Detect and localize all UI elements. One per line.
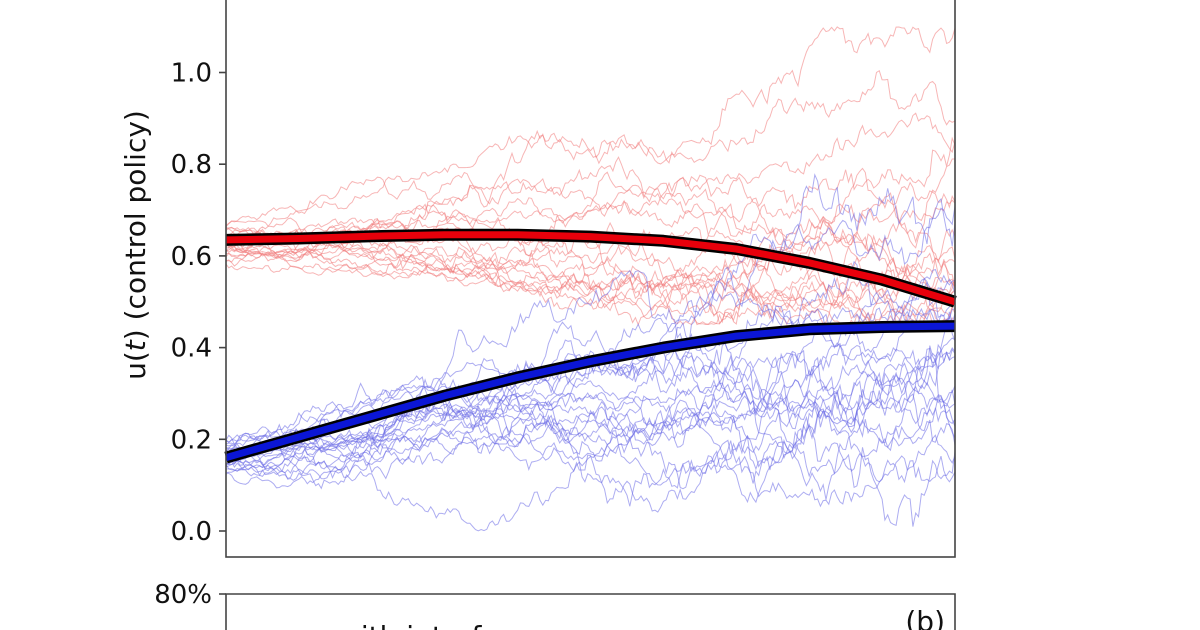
sample-path (225, 26, 956, 252)
sample-path (225, 236, 956, 326)
y-tick-label: 0.2 (171, 425, 212, 455)
sample-path (225, 246, 956, 325)
y-axis: 0.0 0.2 0.4 0.6 0.8 1.0 (171, 59, 226, 547)
sample-path (225, 394, 956, 532)
plot-frame (225, 0, 956, 558)
y-tick-label: 0.0 (171, 517, 212, 547)
panel-b-tag: (b) (905, 605, 945, 630)
sample-path (225, 348, 956, 490)
sample-path (225, 174, 956, 259)
panel-b-tick-label-80: 80% (154, 580, 212, 610)
red-sample-paths (225, 26, 956, 326)
sample-path (225, 69, 956, 228)
sample-path (225, 343, 956, 460)
sample-path (225, 378, 956, 527)
sample-path (225, 347, 956, 451)
y-tick-label: 0.4 (171, 334, 212, 364)
panel-b: 80% with interference (b) (154, 580, 956, 630)
blue-sample-paths (225, 173, 956, 532)
y-axis-label-prefix: u( (119, 351, 152, 380)
sample-path (225, 395, 956, 508)
y-axis-label-var: t (119, 339, 152, 351)
blue-mean-line (225, 322, 956, 461)
sample-path (225, 222, 956, 326)
y-tick-label: 0.8 (171, 150, 212, 180)
sample-path (225, 289, 956, 453)
sample-path (225, 268, 956, 475)
sample-path (225, 233, 956, 326)
sample-path (225, 173, 956, 480)
y-tick-label: 1.0 (171, 59, 212, 89)
y-axis-label: u(t) (control policy) (119, 110, 152, 380)
mean-lines (224, 228, 957, 464)
panel-b-frame (225, 593, 956, 630)
sample-path (225, 245, 956, 326)
panel-a-control-policy: 0.0 0.2 0.4 0.6 0.8 1.0 u(t) (control policy) (119, 0, 957, 558)
sample-path (225, 385, 956, 458)
y-tick-label: 0.6 (171, 242, 212, 272)
sample-path (225, 217, 956, 317)
panel-b-legend-text: with interference (338, 620, 577, 630)
sample-path (225, 337, 956, 472)
sample-path (225, 356, 956, 477)
red-mean-line (225, 231, 957, 306)
y-axis-label-suffix: ) (control policy) (119, 110, 152, 340)
blue-mean-line-outline (224, 320, 956, 464)
